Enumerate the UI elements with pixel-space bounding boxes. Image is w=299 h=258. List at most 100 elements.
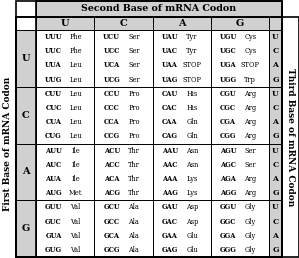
- Text: Arg: Arg: [244, 104, 257, 112]
- Bar: [16, 1, 282, 257]
- Text: STOP: STOP: [183, 76, 202, 84]
- Text: GCA: GCA: [104, 232, 120, 240]
- Text: Thr: Thr: [128, 175, 140, 183]
- Text: C: C: [22, 111, 30, 120]
- Text: Arg: Arg: [244, 90, 257, 98]
- Text: Ile: Ile: [71, 147, 80, 155]
- Text: G: G: [236, 19, 244, 28]
- Text: Asp: Asp: [186, 217, 198, 225]
- Text: UCC: UCC: [103, 47, 120, 55]
- Text: Third Base of mRNA Codon: Third Base of mRNA Codon: [286, 68, 295, 206]
- Text: UUG: UUG: [45, 76, 62, 84]
- Text: A: A: [273, 118, 278, 126]
- Text: UUA: UUA: [45, 61, 62, 69]
- Text: ACC: ACC: [104, 161, 120, 169]
- Text: CUU: CUU: [45, 90, 62, 98]
- Text: Cys: Cys: [244, 33, 257, 41]
- Text: Tyr: Tyr: [186, 47, 198, 55]
- Text: Ile: Ile: [71, 175, 80, 183]
- Text: Pro: Pro: [128, 132, 140, 140]
- Text: Leu: Leu: [69, 76, 82, 84]
- Text: UCA: UCA: [103, 61, 120, 69]
- Text: Ser: Ser: [128, 76, 140, 84]
- Text: STOP: STOP: [183, 61, 202, 69]
- Bar: [94, 30, 152, 87]
- Bar: [211, 143, 269, 200]
- Bar: [94, 200, 152, 257]
- Text: CGA: CGA: [220, 118, 236, 126]
- Text: Leu: Leu: [69, 132, 82, 140]
- Text: Pro: Pro: [128, 118, 140, 126]
- Text: C: C: [272, 161, 279, 169]
- Text: CCU: CCU: [103, 90, 120, 98]
- Text: Ser: Ser: [245, 161, 256, 169]
- Text: GCC: GCC: [104, 217, 120, 225]
- Text: CAA: CAA: [162, 118, 178, 126]
- Text: Leu: Leu: [69, 118, 82, 126]
- Text: AAG: AAG: [162, 189, 178, 197]
- Text: ACG: ACG: [104, 189, 120, 197]
- Bar: [269, 200, 282, 257]
- Text: G: G: [272, 189, 279, 197]
- Text: CUG: CUG: [45, 132, 62, 140]
- Text: Met: Met: [69, 189, 82, 197]
- Text: Thr: Thr: [128, 189, 140, 197]
- Text: G: G: [272, 76, 279, 84]
- Bar: [282, 17, 298, 257]
- Text: CGG: CGG: [220, 132, 237, 140]
- Text: GGA: GGA: [220, 232, 237, 240]
- Text: His: His: [187, 104, 198, 112]
- Text: Cys: Cys: [244, 47, 257, 55]
- Text: Glu: Glu: [186, 246, 198, 254]
- Text: GGC: GGC: [220, 217, 237, 225]
- Text: AGA: AGA: [220, 175, 236, 183]
- Bar: [269, 143, 282, 200]
- Text: GUG: GUG: [45, 246, 62, 254]
- Text: CUA: CUA: [45, 118, 62, 126]
- Text: Ala: Ala: [129, 203, 139, 211]
- Bar: [36, 143, 94, 200]
- Text: UAC: UAC: [162, 47, 178, 55]
- Text: Val: Val: [71, 232, 81, 240]
- Bar: [36, 87, 94, 143]
- Text: GCG: GCG: [103, 246, 120, 254]
- Bar: [211, 87, 269, 143]
- Text: AUC: AUC: [45, 161, 62, 169]
- Bar: [152, 30, 211, 87]
- Text: Glu: Glu: [186, 232, 198, 240]
- Text: Thr: Thr: [128, 147, 140, 155]
- Bar: [152, 87, 211, 143]
- Text: U: U: [272, 33, 279, 41]
- Text: Ile: Ile: [71, 161, 80, 169]
- Text: CCG: CCG: [104, 132, 120, 140]
- Bar: [36, 200, 94, 257]
- Text: Asn: Asn: [186, 161, 198, 169]
- Text: AGU: AGU: [220, 147, 237, 155]
- Text: UCG: UCG: [103, 76, 120, 84]
- Text: GAG: GAG: [162, 246, 178, 254]
- Text: His: His: [187, 90, 198, 98]
- Text: ACU: ACU: [103, 147, 120, 155]
- Text: CCA: CCA: [104, 118, 120, 126]
- Text: Thr: Thr: [128, 161, 140, 169]
- Text: U: U: [61, 19, 69, 28]
- Text: Ser: Ser: [128, 61, 140, 69]
- Text: Tyr: Tyr: [186, 33, 198, 41]
- Text: A: A: [273, 61, 278, 69]
- Bar: [94, 17, 152, 30]
- Bar: [36, 1, 282, 257]
- Text: CAG: CAG: [162, 132, 178, 140]
- Text: Lys: Lys: [186, 189, 198, 197]
- Text: G: G: [22, 224, 30, 233]
- Text: UUU: UUU: [45, 33, 62, 41]
- Text: AAC: AAC: [162, 161, 178, 169]
- Text: GAU: GAU: [162, 203, 178, 211]
- Text: Asp: Asp: [186, 203, 198, 211]
- Text: GUU: GUU: [45, 203, 62, 211]
- Text: Ala: Ala: [129, 232, 139, 240]
- Text: UUC: UUC: [45, 47, 62, 55]
- Text: A: A: [273, 175, 278, 183]
- Text: CCC: CCC: [104, 104, 120, 112]
- Bar: [152, 143, 211, 200]
- Text: AAU: AAU: [162, 147, 178, 155]
